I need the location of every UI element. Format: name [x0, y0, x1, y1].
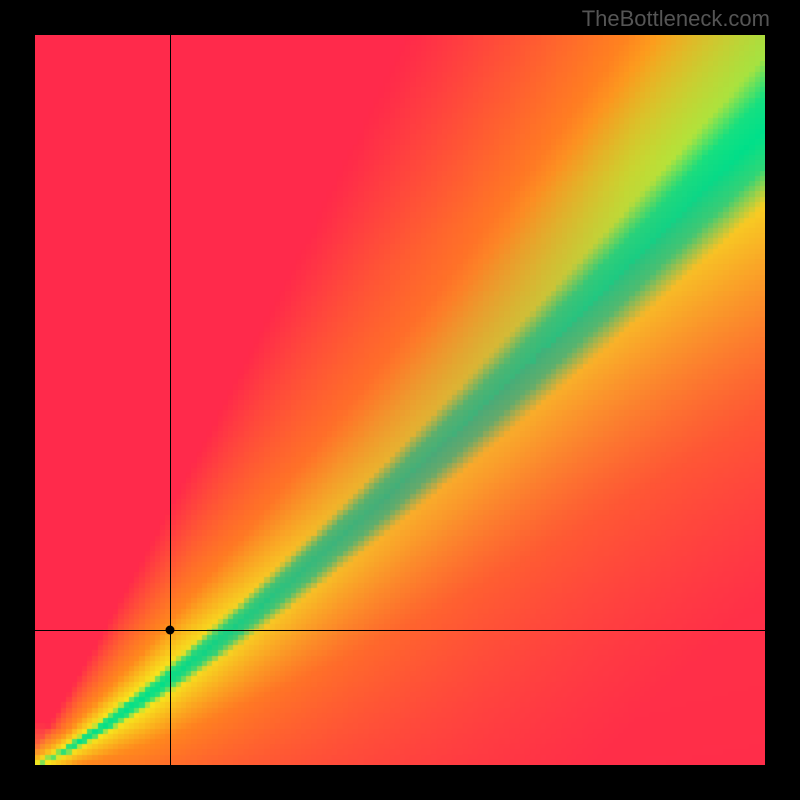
crosshair-horizontal-line [35, 630, 765, 631]
crosshair-vertical-line [170, 35, 171, 765]
heatmap-canvas [35, 35, 765, 765]
watermark-text: TheBottleneck.com [582, 6, 770, 32]
heatmap-plot [35, 35, 765, 765]
crosshair-marker-dot [166, 625, 175, 634]
